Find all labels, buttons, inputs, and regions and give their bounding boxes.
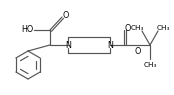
- Text: CH₃: CH₃: [130, 25, 144, 31]
- Text: N: N: [107, 40, 113, 49]
- Text: N: N: [65, 40, 71, 49]
- Text: O: O: [63, 11, 69, 21]
- Text: HO: HO: [21, 25, 33, 34]
- Text: O: O: [135, 46, 141, 55]
- Text: CH₃: CH₃: [143, 62, 157, 68]
- Text: CH₃: CH₃: [156, 25, 170, 31]
- Text: O: O: [125, 24, 131, 33]
